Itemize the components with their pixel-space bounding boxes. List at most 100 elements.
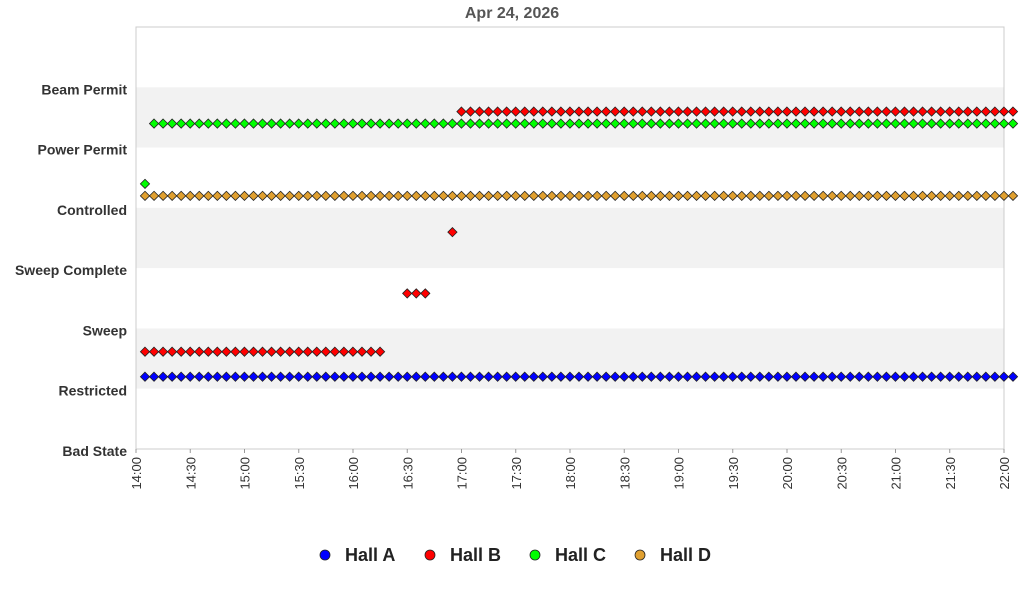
legend-label: Hall C <box>555 545 606 565</box>
data-point-hall-c <box>646 118 657 129</box>
data-point-hall-a <box>528 371 539 382</box>
data-point-hall-d <box>429 190 440 202</box>
data-point-hall-c <box>230 118 241 129</box>
data-point-hall-c <box>890 118 901 129</box>
data-point-hall-a <box>221 371 232 382</box>
data-point-hall-c <box>582 118 594 129</box>
data-point-hall-d <box>438 190 449 202</box>
data-point-hall-c <box>962 118 973 129</box>
data-point-hall-c <box>320 118 331 129</box>
data-point-hall-d <box>790 190 802 202</box>
x-tick-label: 18:00 <box>563 457 578 490</box>
data-point-hall-a <box>275 371 286 382</box>
data-point-hall-b <box>944 106 955 117</box>
data-point-hall-a <box>564 371 576 382</box>
data-point-hall-c <box>610 118 621 129</box>
data-point-hall-b <box>917 106 928 117</box>
data-point-hall-d <box>311 190 322 202</box>
data-point-hall-b <box>691 106 702 117</box>
data-point-hall-d <box>881 190 892 202</box>
data-point-hall-a <box>374 371 386 382</box>
data-point-hall-b <box>646 106 657 117</box>
data-point-hall-d <box>962 190 973 202</box>
data-point-hall-b <box>1007 106 1019 117</box>
data-point-hall-a <box>420 371 431 382</box>
data-point-hall-c <box>781 118 793 129</box>
data-point-hall-a <box>447 371 458 382</box>
data-point-hall-d <box>203 190 214 202</box>
data-point-hall-c <box>872 118 883 129</box>
y-tick-label: Sweep <box>83 322 127 338</box>
data-point-hall-d <box>212 190 223 202</box>
data-point-hall-c <box>212 118 223 129</box>
data-point-hall-c <box>727 118 738 129</box>
x-tick-label: 19:00 <box>672 457 687 490</box>
data-point-hall-c <box>537 118 548 129</box>
data-point-hall-a <box>781 371 793 382</box>
x-tick-label: 15:30 <box>292 457 307 490</box>
data-point-hall-a <box>519 371 530 382</box>
data-point-hall-d <box>745 190 756 202</box>
data-point-hall-a <box>628 371 639 382</box>
data-point-hall-b <box>257 346 268 357</box>
data-point-hall-d <box>926 190 937 202</box>
data-point-hall-c <box>718 118 729 129</box>
data-point-hall-a <box>230 371 241 382</box>
data-point-hall-c <box>790 118 802 129</box>
data-point-hall-d <box>600 190 612 202</box>
data-point-hall-d <box>854 190 865 202</box>
data-point-hall-b <box>456 106 467 117</box>
x-tick-label: 16:30 <box>400 457 415 490</box>
data-point-hall-d <box>591 190 603 202</box>
data-point-hall-c <box>591 118 603 129</box>
data-point-hall-a <box>854 371 865 382</box>
data-point-hall-c <box>600 118 612 129</box>
data-point-hall-c <box>817 118 829 129</box>
x-tick-label: 21:30 <box>943 457 958 490</box>
data-point-hall-a <box>239 371 250 382</box>
data-point-hall-c <box>772 118 784 129</box>
data-point-hall-d <box>980 190 992 202</box>
data-point-hall-c <box>311 118 322 129</box>
data-point-hall-a <box>881 371 892 382</box>
data-point-hall-a <box>212 371 223 382</box>
data-point-hall-d <box>637 190 648 202</box>
data-point-hall-c <box>329 118 341 129</box>
chart-title: Apr 24, 2026 <box>465 5 559 22</box>
data-point-hall-a <box>908 371 919 382</box>
data-point-hall-d <box>447 190 458 202</box>
data-point-hall-d <box>935 190 946 202</box>
data-point-hall-b <box>754 106 765 117</box>
data-point-hall-a <box>664 371 675 382</box>
data-point-hall-d <box>139 190 151 202</box>
data-point-hall-d <box>501 190 512 202</box>
x-tick-label: 14:30 <box>183 457 198 490</box>
data-point-hall-b <box>573 106 585 117</box>
data-point-hall-d <box>365 190 377 202</box>
x-tick-label: 18:30 <box>617 457 632 490</box>
data-point-hall-b <box>194 346 205 357</box>
data-point-hall-b <box>971 106 982 117</box>
data-point-hall-b <box>763 106 775 117</box>
data-point-hall-a <box>166 371 178 382</box>
data-point-hall-b <box>185 346 196 357</box>
data-point-hall-c <box>185 118 196 129</box>
data-point-hall-b <box>320 346 331 357</box>
data-point-hall-d <box>890 190 901 202</box>
y-tick-label: Beam Permit <box>41 81 127 97</box>
data-point-hall-a <box>365 371 377 382</box>
legend-label: Hall B <box>450 545 501 565</box>
data-point-hall-a <box>573 371 585 382</box>
data-point-hall-d <box>573 190 585 202</box>
data-point-hall-a <box>754 371 765 382</box>
data-points <box>139 106 1019 382</box>
data-point-hall-d <box>347 190 359 202</box>
data-point-hall-b <box>166 346 178 357</box>
data-point-hall-a <box>817 371 829 382</box>
data-point-hall-c <box>402 118 413 129</box>
data-point-hall-a <box>763 371 775 382</box>
data-point-hall-d <box>817 190 829 202</box>
data-point-hall-c <box>266 118 277 129</box>
data-point-hall-d <box>944 190 955 202</box>
x-tick-label: 20:30 <box>834 457 849 490</box>
